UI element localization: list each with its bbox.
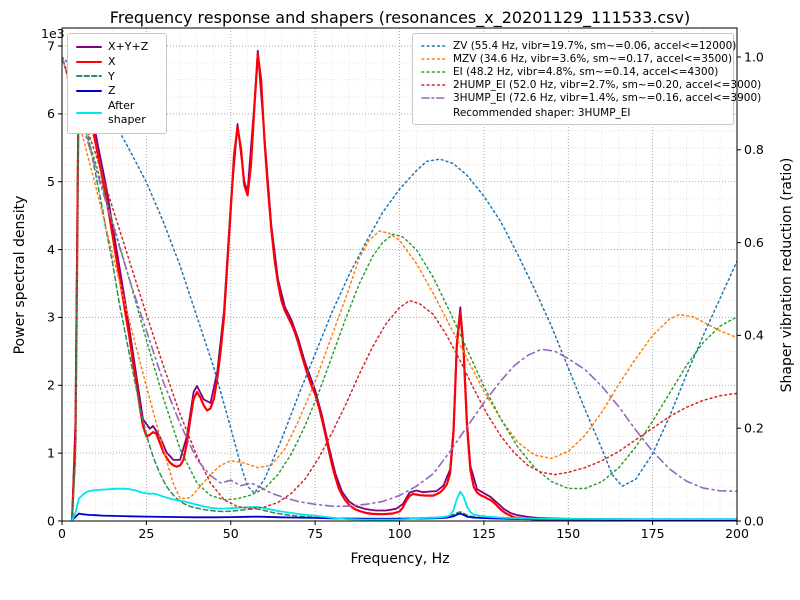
- x-tick-label: 125: [472, 526, 496, 541]
- shaper-series-2HUMP_EI: [62, 56, 737, 510]
- legend-item: MZV (34.6 Hz, vibr=3.6%, sm~=0.17, accel…: [421, 53, 732, 65]
- psd-legend-label: After shaper: [108, 99, 146, 126]
- x-tick-label: 50: [223, 526, 239, 541]
- shaper-series-EI: [62, 56, 737, 501]
- psd-legend-label: Z: [108, 84, 116, 98]
- shaper-legend-label: MZV (34.6 Hz, vibr=3.6%, sm~=0.17, accel…: [453, 53, 733, 65]
- legend-line-sample: [76, 45, 102, 48]
- shaper-legend-label: 3HUMP_EI (72.6 Hz, vibr=1.4%, sm~=0.16, …: [453, 92, 762, 104]
- shaper-legend-label: 2HUMP_EI (52.0 Hz, vibr=2.7%, sm~=0.20, …: [453, 79, 762, 91]
- shaper-legend-label: ZV (55.4 Hz, vibr=19.7%, sm~=0.06, accel…: [453, 40, 737, 52]
- legend-item: ZV (55.4 Hz, vibr=19.7%, sm~=0.06, accel…: [421, 40, 736, 52]
- shaper-legend-label: EI (48.2 Hz, vibr=4.8%, sm~=0.14, accel<…: [453, 66, 719, 78]
- x-tick-label: 200: [725, 526, 749, 541]
- right-tick-label: 0.2: [744, 421, 764, 436]
- x-axis-title: Frequency, Hz: [350, 551, 450, 567]
- legend-line-sample: [421, 58, 447, 60]
- psd-legend-label: X: [108, 54, 116, 68]
- legend-line-sample: [76, 75, 102, 78]
- right-tick-label: 1.0: [744, 49, 764, 64]
- legend-item: After shaper: [76, 99, 158, 127]
- left-tick-label: 2: [47, 378, 55, 393]
- x-tick-label: 0: [58, 526, 66, 541]
- legend-item: X+Y+Z: [76, 40, 158, 54]
- psd-legend-label: Y: [108, 69, 115, 83]
- left-tick-label: 3: [47, 310, 55, 325]
- recommended-shaper-note: Recommended shaper: 3HUMP_EI: [453, 107, 631, 119]
- shaper-legend: ZV (55.4 Hz, vibr=19.7%, sm~=0.06, accel…: [412, 33, 761, 125]
- left-tick-label: 5: [47, 174, 55, 189]
- y-axis-scale-label: 1e3: [41, 26, 65, 41]
- right-tick-label: 0.6: [744, 235, 764, 250]
- x-tick-label: 75: [307, 526, 323, 541]
- legend-item: Z: [76, 84, 158, 98]
- psd-legend: X+Y+Z X Y Z After shaper: [67, 33, 167, 134]
- legend-line-sample: [76, 60, 102, 63]
- left-tick-label: 0: [47, 513, 55, 528]
- left-tick-label: 4: [47, 242, 55, 257]
- shaper-series-MZV: [62, 56, 737, 500]
- legend-line-sample: [76, 111, 102, 114]
- legend-line-sample: [421, 45, 447, 47]
- right-tick-label: 0.8: [744, 142, 764, 157]
- legend-item: 2HUMP_EI (52.0 Hz, vibr=2.7%, sm~=0.20, …: [421, 79, 761, 91]
- legend-line-sample: [421, 71, 447, 73]
- legend-line-sample: [76, 90, 102, 93]
- left-tick-label: 7: [47, 38, 55, 53]
- right-tick-label: 0.4: [744, 328, 764, 343]
- right-tick-label: 0.0: [744, 513, 764, 528]
- x-tick-label: 175: [641, 526, 665, 541]
- shaper-series-ZV: [62, 56, 737, 494]
- psd-series-After shaper: [71, 487, 737, 521]
- x-tick-label: 150: [556, 526, 580, 541]
- legend-item: Y: [76, 70, 158, 84]
- psd-series-Y: [71, 72, 737, 521]
- legend-line-sample: [421, 97, 447, 99]
- legend-item: 3HUMP_EI (72.6 Hz, vibr=1.4%, sm~=0.16, …: [421, 92, 761, 104]
- x-tick-label: 25: [138, 526, 154, 541]
- left-tick-label: 1: [47, 445, 55, 460]
- right-axis-title: Shaper vibration reduction (ratio): [779, 157, 795, 393]
- legend-line-sample: [421, 84, 447, 86]
- shaper-series-3HUMP_EI: [62, 56, 737, 508]
- chart-title: Frequency response and shapers (resonanc…: [109, 8, 691, 27]
- x-tick-label: 100: [388, 526, 412, 541]
- legend-item: X: [76, 55, 158, 69]
- left-tick-label: 6: [47, 106, 55, 121]
- left-axis-title: Power spectral density: [12, 195, 28, 355]
- psd-legend-label: X+Y+Z: [108, 40, 149, 53]
- legend-item: EI (48.2 Hz, vibr=4.8%, sm~=0.14, accel<…: [421, 66, 725, 78]
